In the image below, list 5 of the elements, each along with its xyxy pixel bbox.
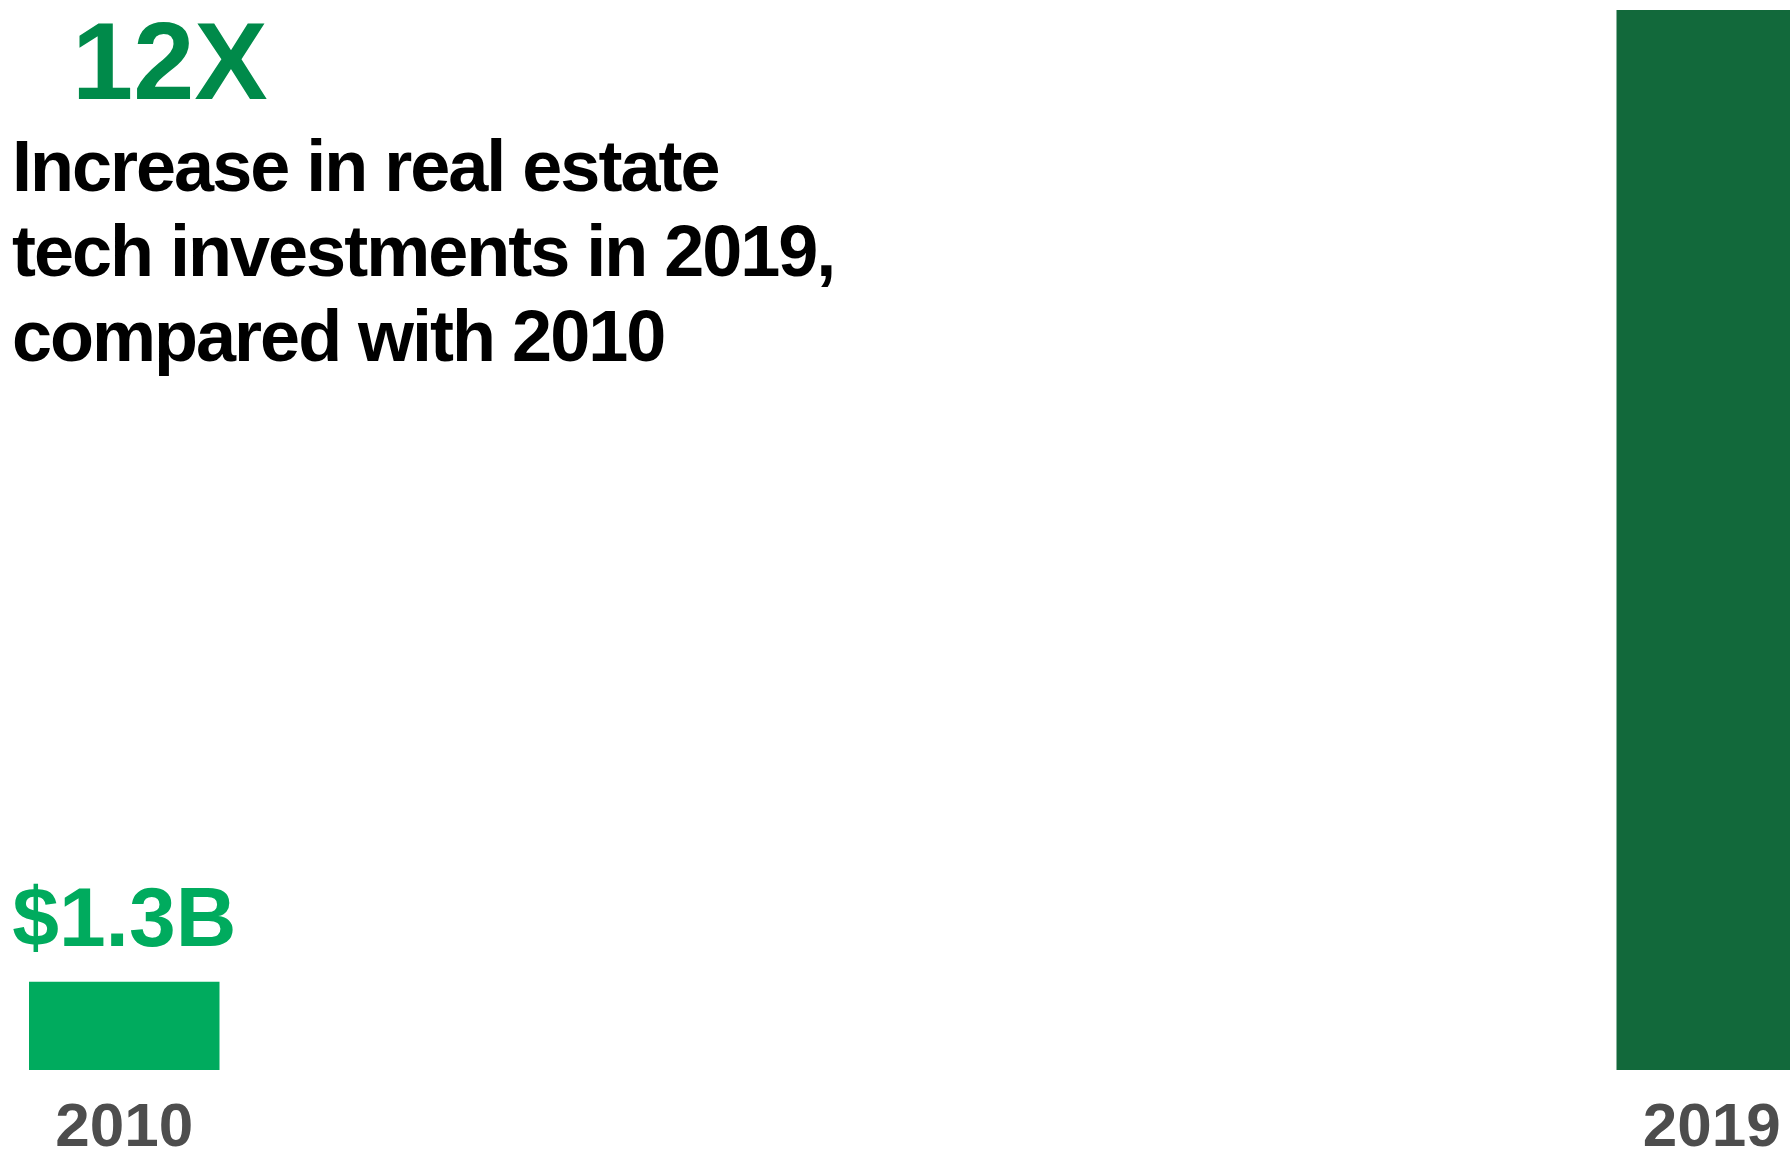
- x-tick-label: 2010: [55, 1089, 194, 1159]
- annotation: 12X: [72, 0, 269, 122]
- data-label: $1.3B: [12, 869, 237, 964]
- x-tick-label: 2019: [1642, 1089, 1781, 1159]
- text: Increase in real estate tech investments in 2019, compared with 2010: [12, 125, 836, 378]
